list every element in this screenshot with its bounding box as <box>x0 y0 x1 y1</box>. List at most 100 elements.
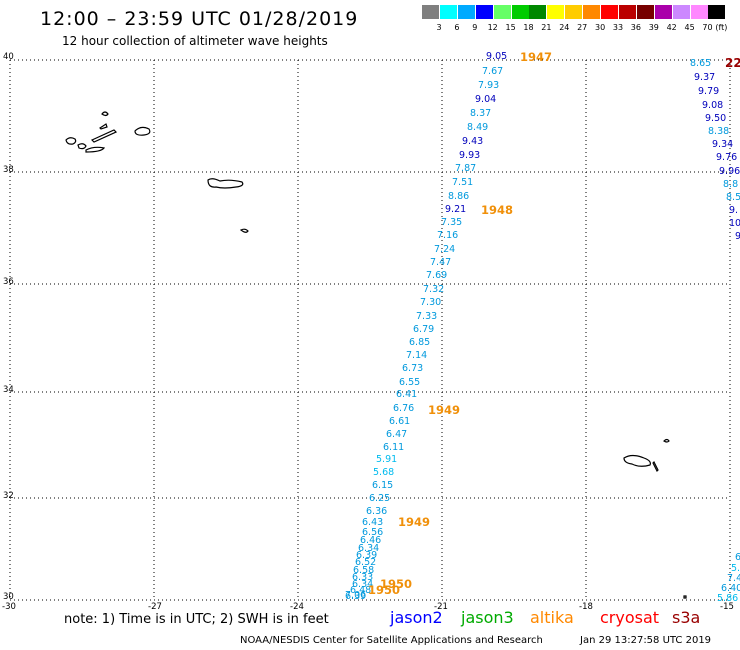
island-corvo <box>101 111 109 117</box>
swh-value-label: 7.33 <box>416 311 438 322</box>
lon-tick-label: -30 <box>2 602 16 612</box>
swh-value-label: 7.14 <box>406 350 428 361</box>
scale-swatch <box>618 5 636 19</box>
island-madeira <box>623 454 651 467</box>
swh-value-label: 6.39 <box>356 550 378 561</box>
lat-tick-label: 32 <box>3 491 14 501</box>
swh-value-label: 9.37 <box>694 72 716 83</box>
scale-label: 42 <box>666 23 677 32</box>
island-outlines <box>65 111 687 599</box>
swh-value-label: 6.40 <box>721 583 740 594</box>
track-marker-label: 22 <box>725 56 740 70</box>
pass-time-label: 1950 <box>380 577 413 591</box>
swh-value-label: 7.32 <box>423 284 445 295</box>
swh-value-label: 6.25 <box>369 493 391 504</box>
footer-timestamp: Jan 29 13:27:58 UTC 2019 <box>580 635 712 646</box>
lat-lon-grid <box>9 59 731 601</box>
lat-tick-label: 38 <box>3 165 14 175</box>
scale-label: 21 <box>541 23 552 32</box>
pass-time-label: 1950 <box>368 583 401 597</box>
scale-swatch <box>672 5 690 19</box>
swh-value-label: 6.73 <box>402 363 424 374</box>
footer-note: note: 1) Time is in UTC; 2) SWH is in fe… <box>64 612 329 627</box>
swh-value-label: 6.79 <box>413 324 435 335</box>
swh-value-label: 9.05 <box>486 51 508 62</box>
satellite-legend-item: jason2 <box>390 608 443 627</box>
lat-tick-label: 30 <box>3 592 14 602</box>
swh-value-label: 8.65 <box>690 58 712 69</box>
lat-tick-label: 40 <box>3 52 14 62</box>
scale-label: 45 <box>684 23 695 32</box>
swh-value-label: 8.86 <box>448 191 470 202</box>
swh-value-label: 9 <box>735 231 740 242</box>
scale-swatch <box>422 5 439 19</box>
swh-value-label: 8.38 <box>708 126 730 137</box>
scale-label: 39 <box>648 23 659 32</box>
page-title: 12:00 – 23:59 UTC 01/28/2019 <box>40 8 359 30</box>
scale-swatch <box>529 5 547 19</box>
lat-tick-label: 34 <box>3 385 14 395</box>
scale-label: 3 <box>436 23 442 32</box>
swh-value-label: 6 <box>735 552 740 563</box>
lon-tick-label: -15 <box>720 602 734 612</box>
lon-tick-label: -18 <box>579 602 593 612</box>
swh-value-label: 6.36 <box>366 506 388 517</box>
swh-value-label: 10 <box>729 218 740 229</box>
scale-swatch <box>565 5 583 19</box>
swh-value-label: 7.35 <box>441 217 463 228</box>
island-graciosa <box>99 123 108 130</box>
swh-value-label: 6.34 <box>358 543 380 554</box>
scale-swatch <box>601 5 618 19</box>
scale-label: 6 <box>454 23 460 32</box>
swh-value-label: 6.33 <box>352 572 374 583</box>
swh-value-label: 7.47 <box>430 257 452 268</box>
swh-value-label: 6.11 <box>383 442 405 453</box>
swh-value-label: 6.15 <box>372 480 394 491</box>
lon-tick-label: -24 <box>290 602 304 612</box>
scale-swatch <box>654 5 672 19</box>
scale-label: 33 <box>612 23 624 32</box>
swh-value-label: 9.43 <box>462 136 484 147</box>
scale-swatch <box>583 5 601 19</box>
satellite-legend-item: cryosat <box>600 608 660 627</box>
scale-swatch <box>708 5 726 19</box>
swh-value-label: 9.79 <box>698 86 720 97</box>
island-porto-santo <box>663 438 670 443</box>
swh-value-label: 6.34 <box>352 579 374 590</box>
swh-value-label: 7.51 <box>452 177 474 188</box>
page-subtitle: 12 hour collection of altimeter wave hei… <box>62 34 328 48</box>
swh-value-label: 5.68 <box>373 467 395 478</box>
scale-label: 12 <box>487 23 498 32</box>
swh-value-label: 6.46 <box>360 535 382 546</box>
swh-value-label: 6.39 <box>345 591 367 602</box>
swh-value-label: 6.47 <box>386 429 408 440</box>
scale-swatch <box>511 5 529 19</box>
pass-time-label: 1947 <box>520 50 553 64</box>
swh-value-label: 7.16 <box>437 230 459 241</box>
island-selvagens <box>683 595 687 599</box>
swh-value-label: 7.06 <box>345 590 367 601</box>
swh-value-label: 6.58 <box>353 565 375 576</box>
swh-value-label: 7.87 <box>455 163 477 174</box>
island-sao-miguel <box>207 178 244 189</box>
island-santa-maria <box>239 228 249 233</box>
island-pico <box>85 146 106 153</box>
swh-value-label: 8.49 <box>467 122 489 133</box>
swh-value-label: 9.76 <box>716 152 738 163</box>
scale-label: 36 <box>630 23 641 32</box>
swh-value-label: 6.52 <box>355 557 377 568</box>
swh-value-label: 5. <box>731 563 740 574</box>
scale-label: 70 <box>702 23 713 32</box>
swh-value-label: 5.86 <box>717 593 739 604</box>
scale-label: 15 <box>505 23 516 32</box>
scale-label: 27 <box>577 23 588 32</box>
pass-time-label: 1948 <box>481 203 514 217</box>
swh-value-label: 9.96 <box>719 166 740 177</box>
pass-time-label: 1949 <box>428 403 461 417</box>
scale-swatch <box>475 5 493 19</box>
swh-value-label: 9. <box>729 205 739 216</box>
swh-value-label: 6.85 <box>409 337 431 348</box>
scale-label: 9 <box>472 23 478 32</box>
swh-value-label: 7.30 <box>420 297 442 308</box>
